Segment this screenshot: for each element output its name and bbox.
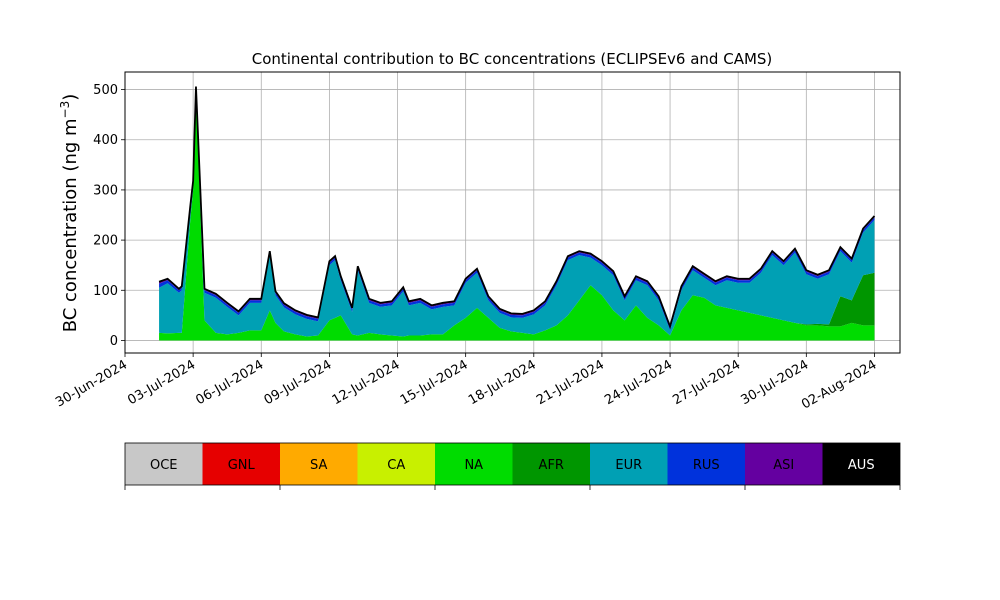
y-tick-label: 0 [110,334,118,349]
legend-swatch-ca [357,443,435,485]
y-tick-label: 500 [93,83,118,98]
legend-label-eur: EUR [615,458,642,473]
y-axis-label-sup: −3 [58,101,72,119]
legend-swatch-aus [822,443,900,485]
y-tick-label: 400 [93,133,118,148]
x-tick-label: 06-Jul-2024 [193,357,266,408]
colorbar-legend: OCE GNL SA CA NA AFR EUR RUS ASI AUS [124,442,901,490]
y-axis-label-close: ) [60,94,81,101]
y-axis-ticks: 0 100 200 300 400 500 [93,83,125,349]
stacked-areas [159,86,875,341]
legend-swatch-afr [512,443,590,485]
y-axis-label: BC concentration (ng m−3) [58,94,81,333]
x-tick-label: 30-Jun-2024 [53,357,130,410]
y-tick-label: 300 [93,183,118,198]
chart-title: Continental contribution to BC concentra… [252,50,773,68]
legend-label-afr: AFR [539,458,564,473]
x-tick-label: 18-Jul-2024 [466,357,539,408]
y-tick-label: 200 [93,234,118,249]
plot-frame [124,71,901,354]
legend-label-oce: OCE [150,458,178,473]
legend-swatch-gnl [202,443,280,485]
legend-label-aus: AUS [848,458,875,473]
area-eur [159,90,875,337]
total-line [158,86,876,330]
legend-swatch-rus [667,443,745,485]
legend-swatch-na [435,443,513,485]
x-tick-label: 27-Jul-2024 [670,357,743,408]
legend-label-asi: ASI [773,458,794,473]
x-tick-label: 03-Jul-2024 [125,357,198,408]
x-tick-label: 15-Jul-2024 [398,357,471,408]
legend-label-sa: SA [310,458,327,473]
legend-label-rus: RUS [693,458,720,473]
legend-swatch-eur [590,443,668,485]
y-tick-label: 100 [93,284,118,299]
total-concentration-line [158,86,876,330]
y-axis-label-main: BC concentration (ng m [60,118,81,332]
x-axis-ticks: 30-Jun-202403-Jul-202406-Jul-202409-Jul-… [53,353,879,413]
area-rus [159,88,875,331]
x-tick-label: 09-Jul-2024 [262,357,335,408]
legend-swatch-sa [280,443,358,485]
legend-label-gnl: GNL [228,458,256,473]
x-tick-label: 12-Jul-2024 [330,357,403,408]
legend-frame [124,442,901,486]
legend-label-ca: CA [387,458,405,473]
x-tick-label: 02-Aug-2024 [799,357,879,412]
legend-swatch-asi [745,443,823,485]
legend-swatch-oce [125,443,203,485]
x-tick-label: 21-Jul-2024 [534,357,607,408]
legend-label-na: NA [464,458,483,473]
x-tick-label: 24-Jul-2024 [602,357,675,408]
